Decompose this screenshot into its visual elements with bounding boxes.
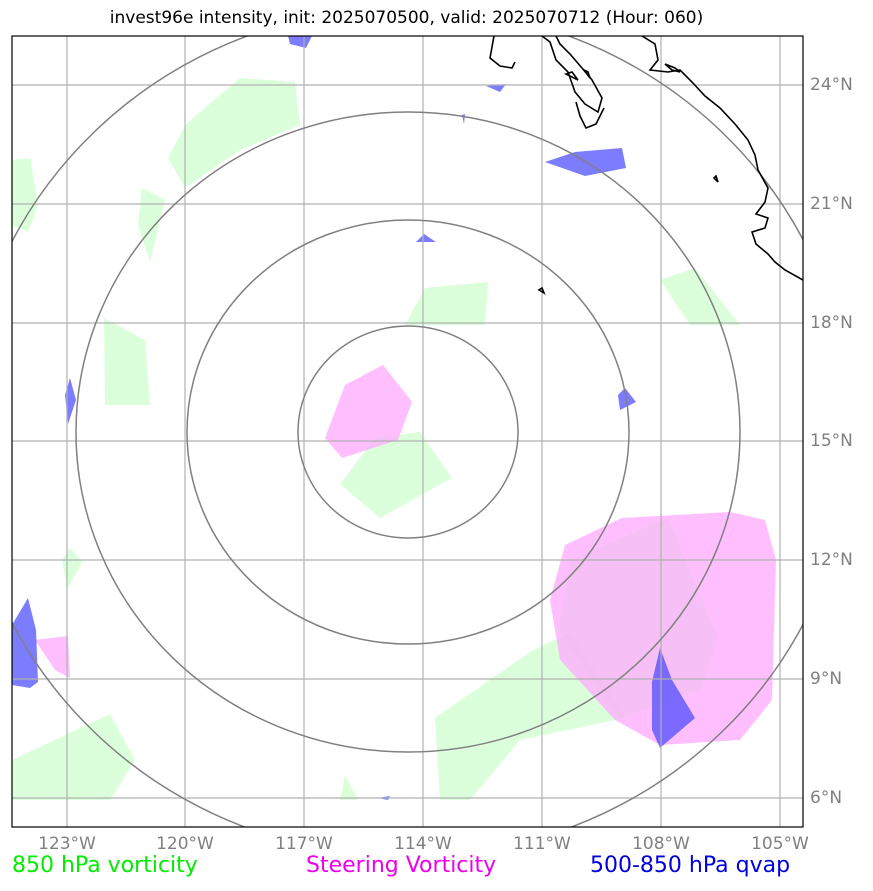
map-frame <box>11 35 804 828</box>
lat-label-15n: 15°N <box>810 431 853 451</box>
lon-label-111w: 111°W <box>513 834 571 854</box>
legend-steering-vorticity: Steering Vorticity <box>306 853 497 878</box>
lon-label-108w: 108°W <box>632 834 690 854</box>
lon-label-114w: 114°W <box>394 834 452 854</box>
lat-label-9n: 9°N <box>810 669 843 689</box>
lon-label-123w: 123°W <box>38 834 96 854</box>
map-title: invest96e intensity, init: 2025070500, v… <box>109 8 704 28</box>
lat-label-18n: 18°N <box>810 313 853 333</box>
lon-label-117w: 117°W <box>275 834 333 854</box>
coastline <box>489 36 803 295</box>
lat-label-21n: 21°N <box>810 194 853 214</box>
steering-vorticity-field <box>35 365 776 745</box>
range-rings <box>12 36 803 827</box>
lon-label-105w: 105°W <box>751 834 809 854</box>
lat-label-24n: 24°N <box>810 75 853 95</box>
graticule <box>12 36 803 827</box>
lat-label-6n: 6°N <box>810 788 843 808</box>
lon-label-120w: 120°W <box>156 834 214 854</box>
lat-label-12n: 12°N <box>810 550 853 570</box>
legend-vorticity-850: 850 hPa vorticity <box>12 853 198 878</box>
legend-qvap: 500-850 hPa qvap <box>590 853 791 878</box>
